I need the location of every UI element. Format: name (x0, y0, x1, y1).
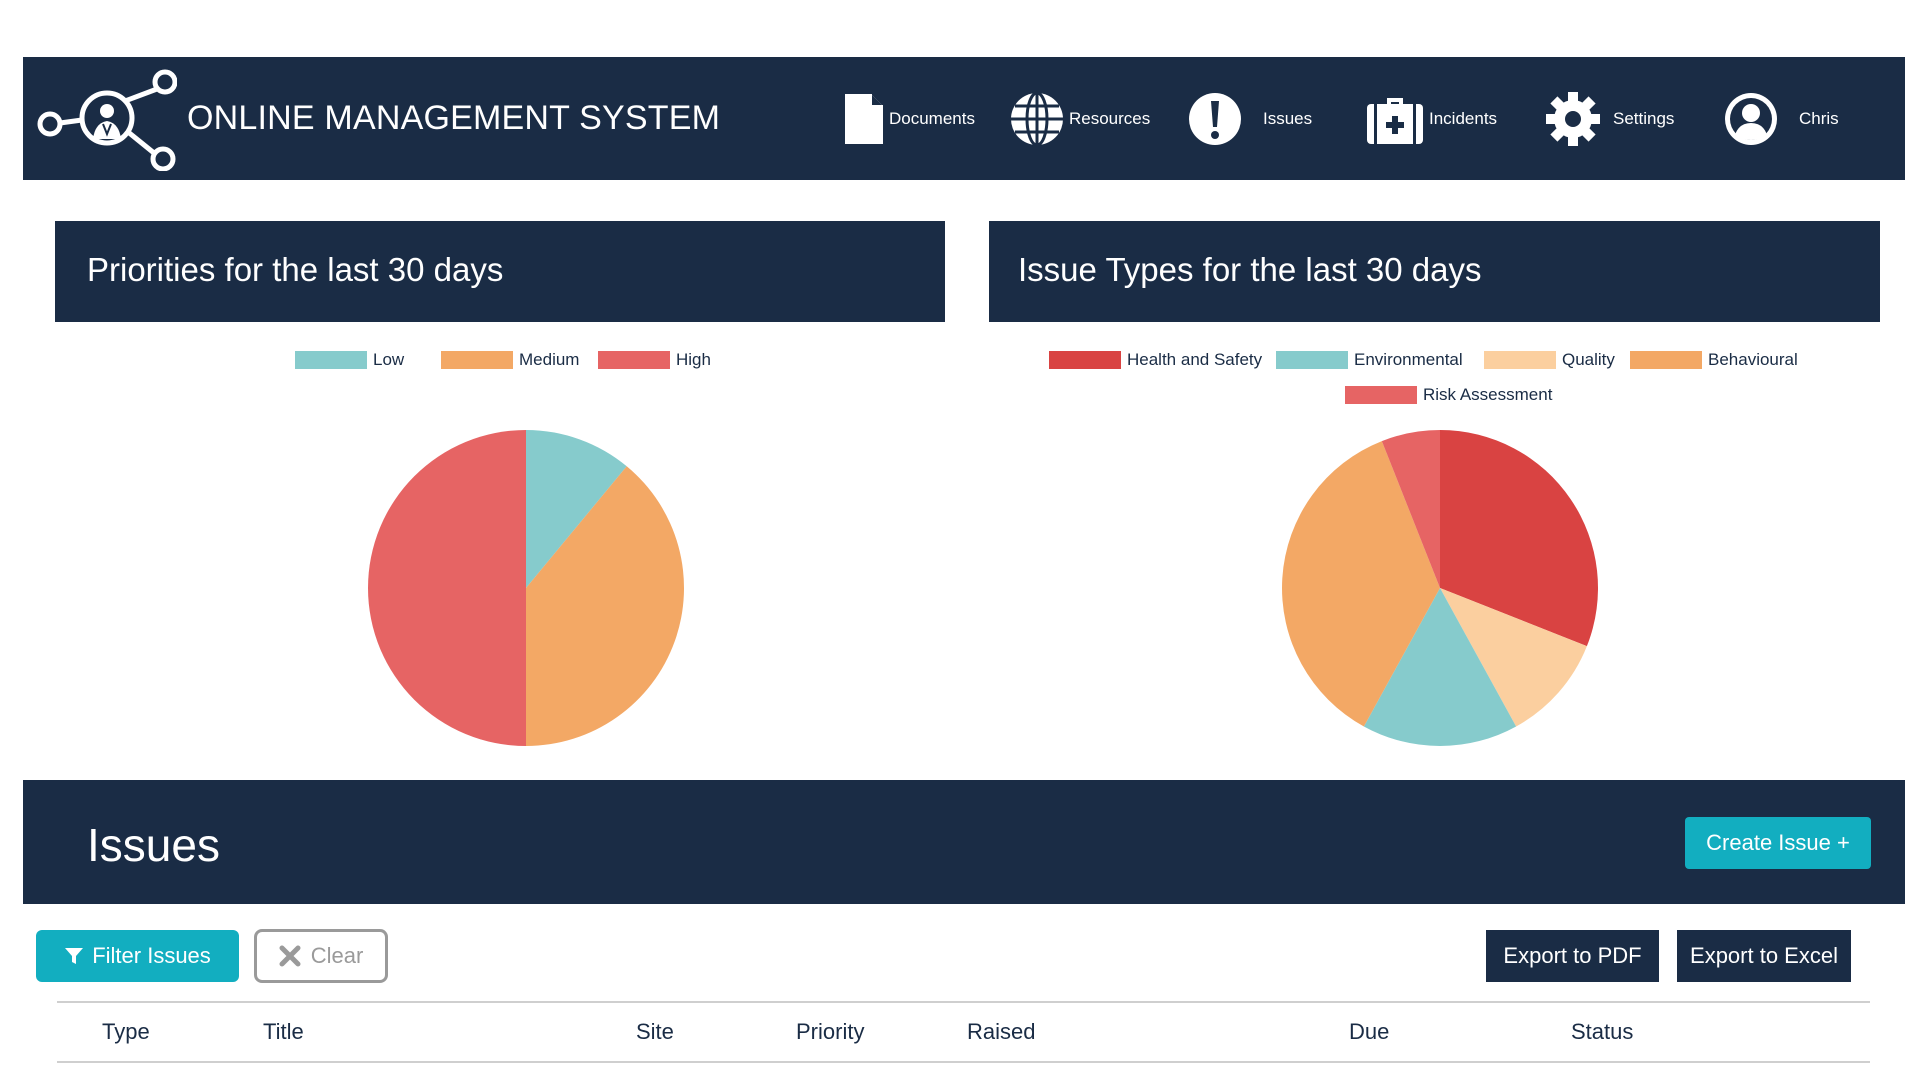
column-header-status[interactable]: Status (1571, 1019, 1634, 1044)
nav-documents[interactable]: Documents (843, 57, 975, 180)
priorities-pie-chart (368, 430, 684, 746)
globe-icon (1011, 91, 1063, 146)
column-header-site[interactable]: Site (636, 1019, 674, 1044)
issues-section-header: Issues Create Issue + (23, 780, 1905, 904)
export-to-pdf-button[interactable]: Export to PDF (1486, 930, 1659, 982)
filter-funnel-icon (65, 948, 84, 964)
legend-label: High (676, 350, 711, 369)
pie-slice-behavioural (1282, 441, 1440, 727)
legend-swatch (1484, 351, 1556, 369)
legend-label: Environmental (1354, 350, 1463, 369)
legend-swatch (1630, 351, 1702, 369)
pie-slice-risk-assessment (1381, 430, 1440, 588)
legend-item-medium: Medium (441, 349, 579, 371)
legend-item-low: Low (295, 349, 404, 371)
gear-icon (1546, 91, 1600, 146)
nav-issues[interactable]: Issues (1187, 57, 1312, 180)
legend-item-risk-assessment: Risk Assessment (1345, 384, 1552, 406)
legend-label: Medium (519, 350, 580, 369)
pie-slice-quality (1440, 588, 1587, 727)
legend-label: Low (373, 350, 405, 369)
pie-slice-medium (526, 466, 684, 746)
exclamation-icon (1189, 92, 1241, 145)
legend-swatch (598, 351, 670, 369)
column-header-due[interactable]: Due (1349, 1019, 1390, 1044)
legend-item-high: High (598, 349, 711, 371)
legend-label: Behavioural (1708, 350, 1798, 369)
column-header-title[interactable]: Title (263, 1019, 304, 1044)
document-icon (845, 93, 883, 144)
brand[interactable]: ONLINE MANAGEMENT SYSTEM (37, 66, 720, 171)
nav-user-profile[interactable]: Chris (1723, 57, 1839, 180)
issues-table-header: Type Title Site Priority Raised Due Stat… (57, 1001, 1870, 1063)
legend-swatch (1345, 386, 1417, 404)
legend-label: Health and Safety (1127, 350, 1263, 369)
nav-label: Issues (1263, 108, 1313, 128)
legend-item-environmental: Environmental (1276, 349, 1463, 371)
pie-slice-low (526, 430, 627, 588)
legend-label: Quality (1562, 350, 1615, 369)
filter-issues-label: Filter Issues (92, 943, 211, 968)
nav-resources[interactable]: Resources (1009, 57, 1150, 180)
legend-item-behavioural: Behavioural (1630, 349, 1798, 371)
issues-title: Issues (87, 819, 220, 871)
pie-slice-environmental (1363, 588, 1517, 746)
legend-item-health-and-safety: Health and Safety (1049, 349, 1262, 371)
issue-types-panel-title: Issue Types for the last 30 days (989, 221, 1880, 322)
column-header-priority[interactable]: Priority (796, 1019, 865, 1044)
close-icon (279, 945, 301, 967)
filter-issues-button[interactable]: Filter Issues (36, 930, 239, 982)
legend-item-quality: Quality (1484, 349, 1615, 371)
nav-incidents[interactable]: Incidents (1365, 57, 1497, 180)
pie-slice-high (368, 430, 526, 746)
nav-label: Settings (1613, 108, 1675, 128)
clear-label: Clear (310, 943, 364, 968)
legend-swatch (441, 351, 513, 369)
nav-label: Chris (1799, 108, 1839, 128)
column-header-type[interactable]: Type (102, 1019, 150, 1044)
first-aid-kit-icon (1367, 97, 1423, 144)
nav-settings[interactable]: Settings (1545, 57, 1674, 180)
legend-swatch (295, 351, 367, 369)
app-title: ONLINE MANAGEMENT SYSTEM (187, 99, 721, 137)
clear-filter-button[interactable]: Clear (254, 929, 388, 983)
legend-swatch (1049, 351, 1121, 369)
user-avatar-icon (1725, 92, 1777, 145)
legend-swatch (1276, 351, 1348, 369)
nav-label: Documents (889, 108, 975, 128)
legend-label: Risk Assessment (1423, 385, 1553, 404)
pie-slice-health-and-safety (1440, 430, 1598, 647)
network-person-logo-icon (37, 69, 177, 171)
top-navbar: ONLINE MANAGEMENT SYSTEM Documents Resou… (23, 57, 1905, 180)
nav-label: Incidents (1429, 108, 1498, 128)
priorities-panel-title: Priorities for the last 30 days (55, 221, 945, 322)
nav-label: Resources (1069, 108, 1151, 128)
column-header-raised[interactable]: Raised (967, 1019, 1036, 1044)
export-to-excel-button[interactable]: Export to Excel (1677, 930, 1851, 982)
create-issue-button[interactable]: Create Issue + (1685, 817, 1871, 869)
issue-types-pie-chart (1282, 430, 1598, 746)
